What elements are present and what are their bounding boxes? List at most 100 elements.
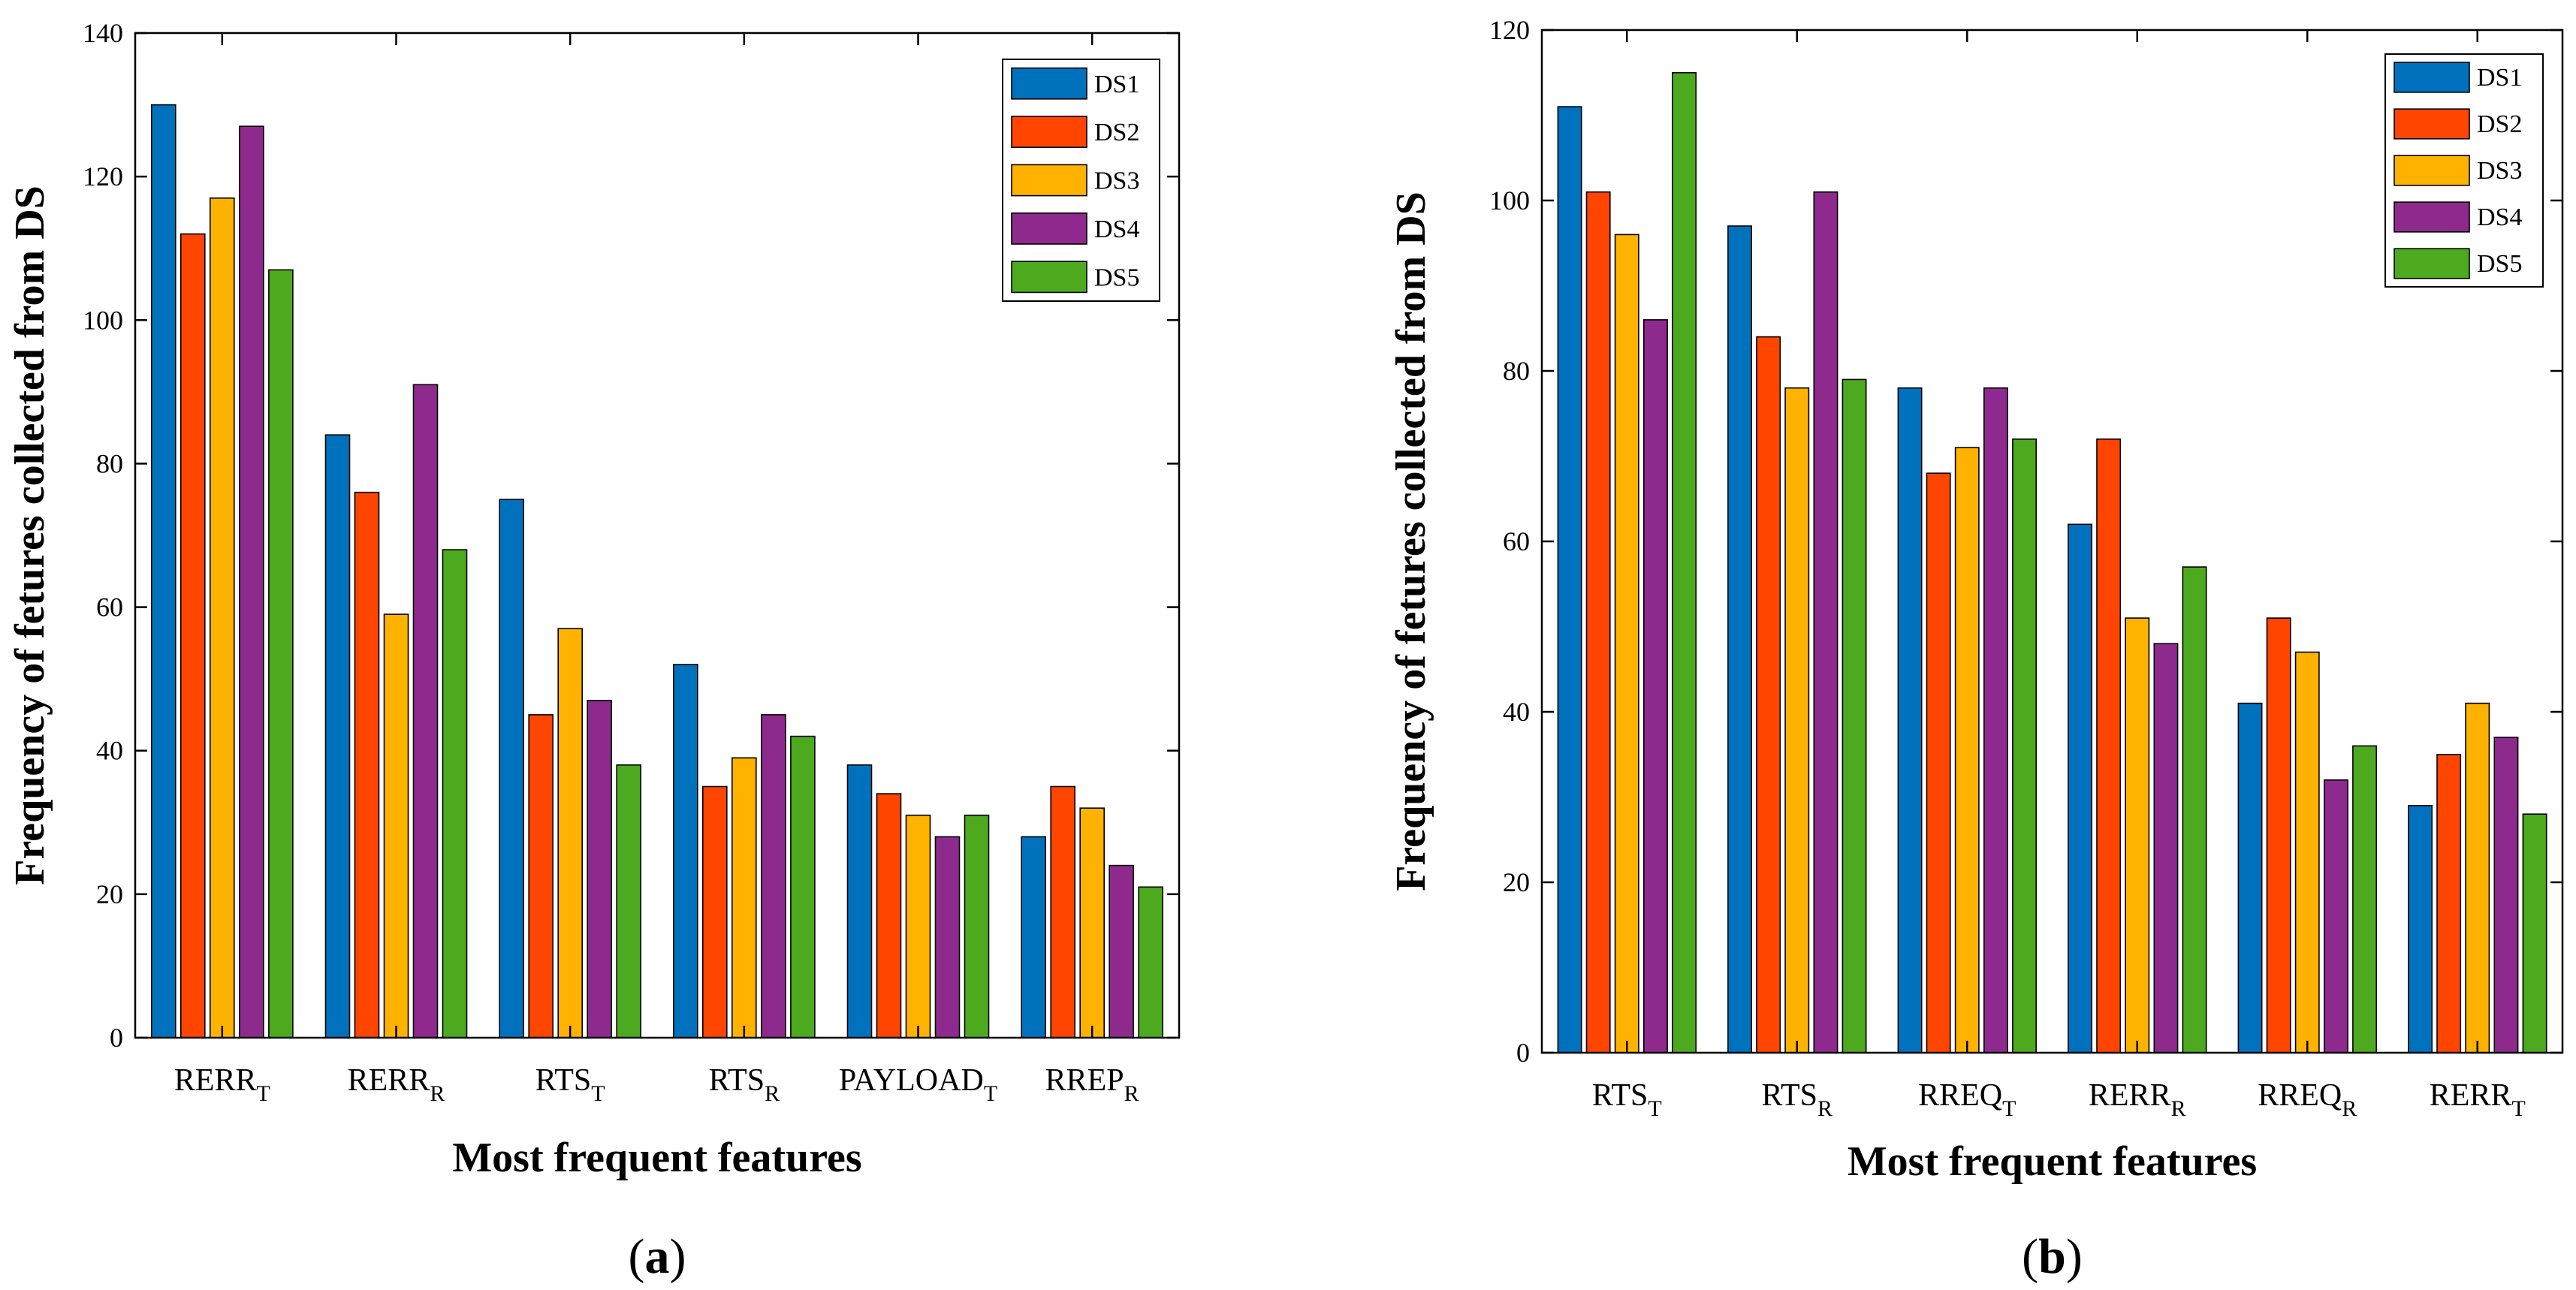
bar-ds5-4 [790, 735, 816, 1038]
panel-label: (a) [629, 1229, 686, 1284]
legend-label-ds3: DS3 [2477, 157, 2522, 185]
chart-panel-b: 0 20 40 60 80 100 120 RTST RTSR RREQT RERRR RREQR RE… [1388, 15, 2564, 1284]
bar-ds3-1 [1614, 234, 1639, 1053]
bar-ds1-6 [2408, 805, 2433, 1053]
bar-ds4-2 [1813, 191, 1838, 1053]
bar-ds4-4 [2153, 643, 2179, 1053]
bar-ds3-6 [1079, 807, 1105, 1038]
bar-ds2-5 [2266, 617, 2291, 1053]
bar-ds4-6 [1109, 864, 1134, 1038]
bar-ds1-4 [2068, 523, 2092, 1053]
bar-ds5-2 [442, 549, 468, 1038]
bar-ds3-6 [2465, 702, 2490, 1053]
bar-ds5-6 [1138, 886, 1163, 1038]
legend-label-ds2: DS2 [2477, 110, 2522, 138]
bar-ds1-2 [324, 434, 351, 1038]
bar-ds1-6 [1021, 836, 1046, 1038]
legend-swatch-ds1 [2394, 62, 2470, 93]
y-tick-label: 100 [1489, 185, 1530, 216]
y-tick-label: 120 [1489, 15, 1530, 45]
bar-ds2-6 [2436, 753, 2462, 1053]
legend-label-ds2: DS2 [1094, 119, 1139, 146]
bar-ds5-5 [2352, 745, 2377, 1053]
y-tick-label: 80 [96, 448, 123, 478]
bar-ds4-3 [1983, 387, 2008, 1053]
x-tick-label: RERRR [348, 1063, 445, 1106]
y-tick-label: 140 [83, 18, 123, 48]
legend-swatch-ds5 [1011, 261, 1087, 294]
bar-ds5-1 [1672, 72, 1697, 1053]
legend: DS1 DS2 DS3 DS4 DS5 [1002, 59, 1160, 302]
legend-swatch-ds3 [2394, 155, 2470, 186]
bar-ds4-5 [2324, 779, 2348, 1053]
x-tick-label: RREPR [1045, 1063, 1139, 1106]
bar-ds5-2 [1842, 378, 1867, 1053]
bar-ds4-6 [2493, 737, 2519, 1053]
bar-ds3-3 [1954, 447, 1980, 1053]
bar-ds1-5 [846, 764, 873, 1038]
x-axis-title: Most frequent features [452, 1135, 861, 1181]
legend-swatch-ds1 [1011, 67, 1087, 100]
bar-ds5-6 [2522, 813, 2547, 1053]
bar-ds1-2 [1727, 225, 1752, 1053]
bar-ds4-2 [412, 384, 439, 1038]
bar-ds2-2 [1756, 336, 1781, 1053]
x-tick-label: RTST [535, 1063, 605, 1106]
x-tick-label: RERRT [174, 1063, 270, 1106]
bar-ds3-2 [1784, 387, 1810, 1053]
bar-ds3-5 [2294, 651, 2320, 1053]
bar-ds3-1 [209, 197, 235, 1038]
bar-ds1-5 [2237, 702, 2263, 1053]
y-tick-label: 100 [83, 305, 123, 335]
bar-ds4-4 [761, 714, 786, 1038]
bar-ds3-4 [731, 757, 757, 1038]
y-tick-label: 40 [1503, 697, 1530, 727]
bar-ds4-3 [587, 699, 613, 1038]
bar-ds1-1 [1557, 106, 1582, 1053]
bar-ds1-1 [151, 104, 176, 1038]
y-tick-label: 20 [96, 879, 123, 909]
legend-swatch-ds5 [2394, 248, 2470, 279]
x-tick-label: RTSR [709, 1063, 780, 1106]
x-tick-label: PAYLOADT [839, 1063, 997, 1106]
bar-ds5-5 [964, 814, 990, 1038]
legend-label-ds5: DS5 [1094, 264, 1139, 291]
bar-ds3-5 [905, 814, 931, 1038]
legend-label-ds1: DS1 [1094, 71, 1139, 98]
y-tick-label: 80 [1503, 356, 1530, 386]
bar-ds5-1 [268, 269, 294, 1038]
bar-ds2-4 [2096, 438, 2122, 1053]
x-tick-label: RREQR [2258, 1078, 2357, 1121]
bar-ds5-4 [2182, 566, 2207, 1053]
panel-label: (b) [2022, 1229, 2083, 1284]
plot-frame [134, 32, 1181, 1039]
x-tick-label: RTST [1592, 1078, 1662, 1121]
bar-ds2-4 [701, 785, 728, 1038]
x-axis-title: Most frequent features [1848, 1138, 2257, 1185]
x-tick-label: RTSR [1761, 1078, 1832, 1121]
y-tick-label: 20 [1503, 867, 1530, 897]
bar-ds3-2 [383, 613, 409, 1038]
x-tick-label: RERRT [2430, 1078, 2526, 1121]
bar-ds4-1 [239, 125, 264, 1038]
y-tick-label: 40 [96, 736, 123, 766]
legend-label-ds1: DS1 [2477, 64, 2522, 92]
bar-ds2-2 [354, 491, 380, 1038]
bar-ds5-3 [2012, 438, 2037, 1053]
bar-ds3-3 [557, 628, 584, 1038]
chart-panel-a: 0 20 40 60 80 100 120 140 RERRT RERRR RTST RTSR PAYL… [7, 18, 1181, 1284]
legend-swatch-ds4 [2394, 201, 2470, 233]
bar-ds2-1 [1585, 191, 1611, 1053]
legend-label-ds5: DS5 [2477, 250, 2522, 278]
bar-ds2-6 [1050, 785, 1075, 1038]
bar-ds4-1 [1643, 319, 1668, 1053]
x-tick-label: RERRR [2089, 1078, 2186, 1121]
bar-ds1-3 [499, 499, 525, 1038]
y-tick-label: 0 [110, 1023, 123, 1053]
legend-swatch-ds4 [1011, 212, 1087, 245]
legend-swatch-ds3 [1011, 164, 1087, 197]
bar-ds2-1 [180, 233, 206, 1038]
bar-ds4-5 [934, 836, 961, 1038]
legend: DS1 DS2 DS3 DS4 DS5 [2384, 53, 2544, 288]
